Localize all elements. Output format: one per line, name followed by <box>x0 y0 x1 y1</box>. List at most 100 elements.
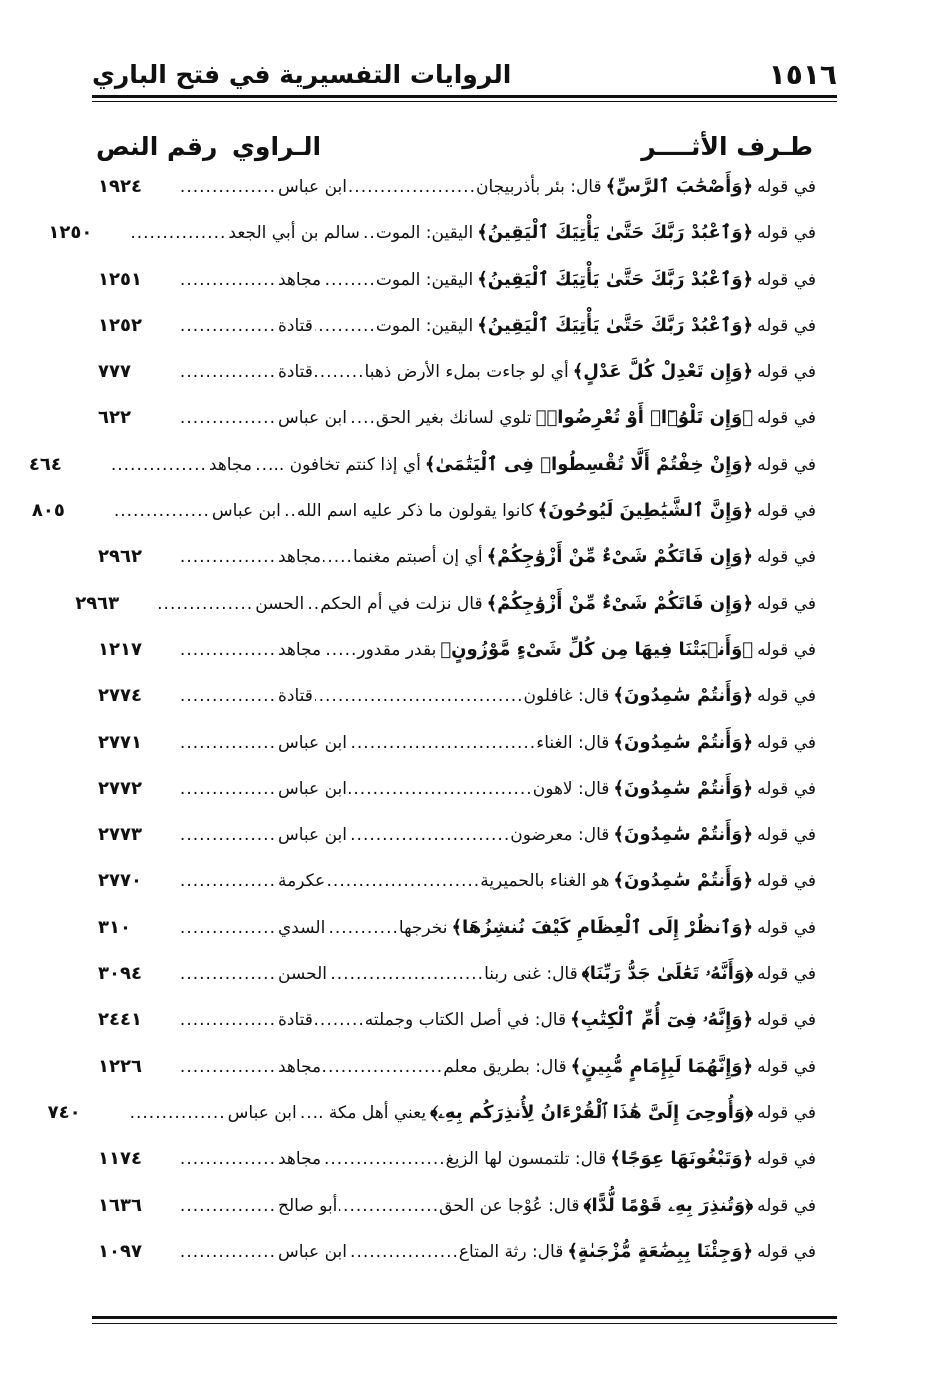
gloss-text: يعني أهل مكة .. <box>312 1102 427 1123</box>
text-number: ١٠٩٧ <box>98 1240 142 1262</box>
intro-text: في قوله <box>757 269 816 290</box>
dot-leader <box>180 964 276 984</box>
narrator: قتادة <box>278 315 313 336</box>
verse-text: ﴿وَأَنتُمْ سَٰمِدُونَ﴾ <box>613 777 754 799</box>
index-row: في قوله ﴿وَتَبْغُونَهَا عِوَجًا﴾ قال: تلتم… <box>98 1148 816 1194</box>
narrator: مجاهد <box>208 454 253 475</box>
index-row: في قوله ﴿وَإِن تَعْدِلْ كُلَّ عَدْلٍ﴾ أي ل… <box>98 361 816 407</box>
text-number: ٤٦٤ <box>28 453 62 475</box>
narrator: مجاهد <box>278 1149 322 1170</box>
dot-leader <box>323 270 376 290</box>
dot-leader <box>180 177 276 197</box>
dot-leader <box>306 594 320 614</box>
index-row: في قوله ﴿وَجِئْنَا بِبِضَٰعَةٍ مُّزْجَىٰة… <box>98 1241 816 1287</box>
index-row: في قوله ﴿وَإِن تَلْوُۥٓا۟ أَوْ تُعْرِضُوا… <box>98 407 816 453</box>
index-row: في قوله ﴿وَتُنذِرَ بِهِۦ قَوْمًا لُّدًّا﴾… <box>98 1195 816 1241</box>
narrator: ابن عباس <box>278 177 348 197</box>
text-number: ٣١٠ <box>98 916 131 938</box>
column-header-athar: طـرف الأثــــر <box>641 132 813 161</box>
dot-leader <box>180 316 276 336</box>
text-number: ٢٧٧٤ <box>98 685 142 707</box>
dot-leader <box>180 918 276 938</box>
dot-leader <box>283 501 297 521</box>
verse-text: ﴿وَٱعْبُدْ رَبَّكَ حَتَّىٰ يَأْتِيَكَ ٱل… <box>477 268 754 290</box>
dot-leader <box>349 825 510 845</box>
dot-leader <box>323 1057 443 1077</box>
index-list: في قوله ﴿وَأَصْحَٰبَ ٱلرَّسِّ﴾ قال: بئر بأ… <box>29 176 816 1287</box>
narrator: مجاهد <box>278 269 322 290</box>
dot-leader <box>315 686 524 706</box>
narrator: ابن عباس <box>278 732 348 753</box>
intro-text: في قوله <box>757 639 816 660</box>
narrator: أبو صالح <box>278 1195 338 1216</box>
gloss-text: قال: تلتمسون لها الزيغ <box>445 1149 607 1170</box>
dot-leader <box>180 871 276 891</box>
dot-leader <box>180 825 276 845</box>
gloss-text: قال: الغناء <box>536 732 610 753</box>
gloss-text: أي إذا كنتم تخافون ... <box>268 454 421 475</box>
index-row: في قوله﴿وَأَنتُمْ سَٰمِدُونَ﴾قال: لاهون ا… <box>98 778 816 824</box>
index-row: في قوله ﴿وَأَنۢبَتْنَا فِيهَا مِن كُلِّ ش… <box>98 639 816 685</box>
gloss-text: أي إن أصبتم مغنما <box>352 547 483 568</box>
dot-leader <box>180 733 276 753</box>
index-row: في قوله ﴿وَأَنتُمْ سَٰمِدُونَ﴾ قال: معرضون… <box>98 824 816 870</box>
index-row: في قوله ﴿وَأَنَّهُۥ تَعَٰلَىٰ جَدُّ رَبِّ… <box>98 963 816 1009</box>
dot-leader <box>180 1010 276 1030</box>
header-rule <box>92 95 837 98</box>
dot-leader <box>349 779 533 799</box>
gloss-text: قال: غنى ربنا <box>484 964 578 985</box>
dot-leader <box>130 223 226 243</box>
intro-text: في قوله <box>757 223 816 244</box>
dot-leader <box>180 270 276 290</box>
verse-text: ﴿وَإِن تَعْدِلْ كُلَّ عَدْلٍ﴾ <box>572 361 754 383</box>
footer-rule-thin <box>92 1323 837 1324</box>
text-number: ٢٩٦٣ <box>75 592 120 614</box>
dot-leader <box>362 223 376 243</box>
verse-text: ﴿وَأَنَّهُۥ تَعَٰلَىٰ جَدُّ رَبِّنَا﴾ <box>581 963 754 985</box>
gloss-text: قال: معرضون <box>510 825 610 846</box>
dot-leader <box>327 871 480 891</box>
dot-leader <box>180 1057 276 1077</box>
intro-text: في قوله <box>757 778 816 799</box>
intro-text: في قوله <box>757 917 816 938</box>
text-number: ١٦٣٦ <box>98 1194 142 1216</box>
index-row: في قوله ﴿وَإِن فَاتَكُمْ شَىْءٌ مِّنْ أَز… <box>98 546 816 592</box>
intro-text: في قوله <box>757 1056 816 1077</box>
dot-leader <box>327 918 399 938</box>
narrator: مجاهد <box>278 1056 322 1077</box>
index-row: في قوله ﴿وَأَصْحَٰبَ ٱلرَّسِّ﴾ قال: بئر بأ… <box>98 176 816 222</box>
intro-text: في قوله <box>757 1195 816 1216</box>
intro-text: في قوله <box>757 408 816 429</box>
text-number: ٢٩٦٢ <box>98 546 142 568</box>
verse-text: ﴿وَإِن فَاتَكُمْ شَىْءٌ مِّنْ أَزْوَٰجِك… <box>486 546 754 568</box>
dot-leader <box>323 547 353 567</box>
dot-leader <box>349 177 476 197</box>
verse-text: ﴿وَإِنَّهُمَا لَبِإِمَامٍ مُّبِينٍ﴾ <box>570 1055 754 1077</box>
dot-leader <box>180 1242 276 1262</box>
gloss-text: قال: عُوْجا عن الحق <box>439 1195 580 1216</box>
dot-leader <box>349 733 536 753</box>
gloss-text: قال: بطريق معلم <box>443 1056 567 1077</box>
dot-leader <box>180 686 276 706</box>
index-row: في قوله ﴿وَإِنْ خِفْتُمْ أَلَّا تُقْسِطُو… <box>29 454 816 500</box>
verse-text: ﴿وَأَصْحَٰبَ ٱلرَّسِّ﴾ <box>605 176 754 197</box>
intro-text: في قوله <box>757 964 816 985</box>
gloss-text: أي لو جاءت بملء الأرض ذهبا <box>364 362 569 383</box>
intro-text: في قوله <box>757 871 816 892</box>
intro-text: في قوله <box>757 686 816 707</box>
verse-text: ﴿وَٱعْبُدْ رَبَّكَ حَتَّىٰ يَأْتِيَكَ ٱل… <box>477 314 754 336</box>
verse-text: ﴿وَتَبْغُونَهَا عِوَجًا﴾ <box>610 1148 754 1170</box>
gloss-text: قال: لاهون <box>532 778 610 799</box>
dot-leader <box>299 1103 313 1123</box>
intro-text: في قوله <box>757 1149 816 1170</box>
text-number: ١٢٥٢ <box>98 314 142 336</box>
running-header: ١٥١٦ الروايات التفسيرية في فتح الباري <box>92 58 837 94</box>
gloss-text: قال نزلت في أم الحكم <box>320 593 483 614</box>
dot-leader <box>315 316 376 336</box>
intro-text: في قوله <box>757 825 816 846</box>
verse-text: ﴿وَجِئْنَا بِبِضَٰعَةٍ مُّزْجَىٰةٍ﴾ <box>567 1240 754 1262</box>
text-number: ١٢٥١ <box>98 268 142 290</box>
text-number: ١٢١٧ <box>98 638 142 660</box>
gloss-text: قال: بئر بأذربيجان <box>475 177 602 197</box>
dot-leader <box>180 640 276 660</box>
